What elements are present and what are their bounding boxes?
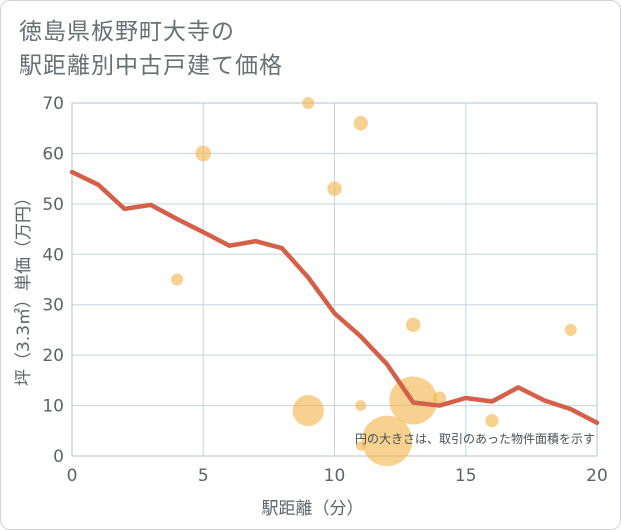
x-tick-label: 10: [324, 466, 346, 486]
scatter-point: [485, 414, 499, 428]
chart-title-line2: 駅距離別中古戸建て価格: [19, 53, 283, 79]
chart-title-line1: 徳島県板野町大寺の: [19, 19, 235, 45]
scatter-point: [361, 415, 413, 467]
plot-border: [71, 102, 598, 457]
scatter-point: [292, 395, 324, 427]
y-tick-label: 70: [42, 94, 64, 114]
y-axis-title: 坪（3.3㎡）単価（万円）: [14, 189, 34, 386]
y-tick-label: 30: [42, 296, 64, 316]
chart-title: 徳島県板野町大寺の 駅距離別中古戸建て価格: [19, 15, 283, 83]
y-tick-label: 0: [53, 447, 64, 467]
scatter-point: [171, 273, 183, 286]
x-tick-label: 20: [586, 466, 608, 486]
y-tick-label: 40: [42, 245, 64, 265]
scatter-point: [327, 181, 342, 196]
scatter-point: [406, 317, 421, 333]
y-tick-label: 20: [42, 346, 64, 366]
y-tick-label: 60: [42, 144, 64, 164]
scatter-point: [302, 97, 315, 109]
trend-line: [69, 169, 600, 425]
x-tick-label: 5: [198, 466, 209, 486]
x-tick-label: 15: [455, 466, 477, 486]
scatter-point: [195, 145, 212, 162]
scatter-point: [355, 400, 367, 411]
y-tick-label: 10: [42, 397, 64, 417]
scatter-point: [432, 391, 447, 405]
scatter-point: [564, 323, 577, 336]
y-tick-label: 50: [42, 195, 64, 215]
bubble-size-note: 円の大きさは、取引のあった物件面積を示す: [355, 431, 595, 446]
x-axis-title: 駅距離（分）: [262, 499, 364, 519]
x-tick-label: 0: [67, 466, 78, 486]
scatter-point: [353, 115, 368, 131]
